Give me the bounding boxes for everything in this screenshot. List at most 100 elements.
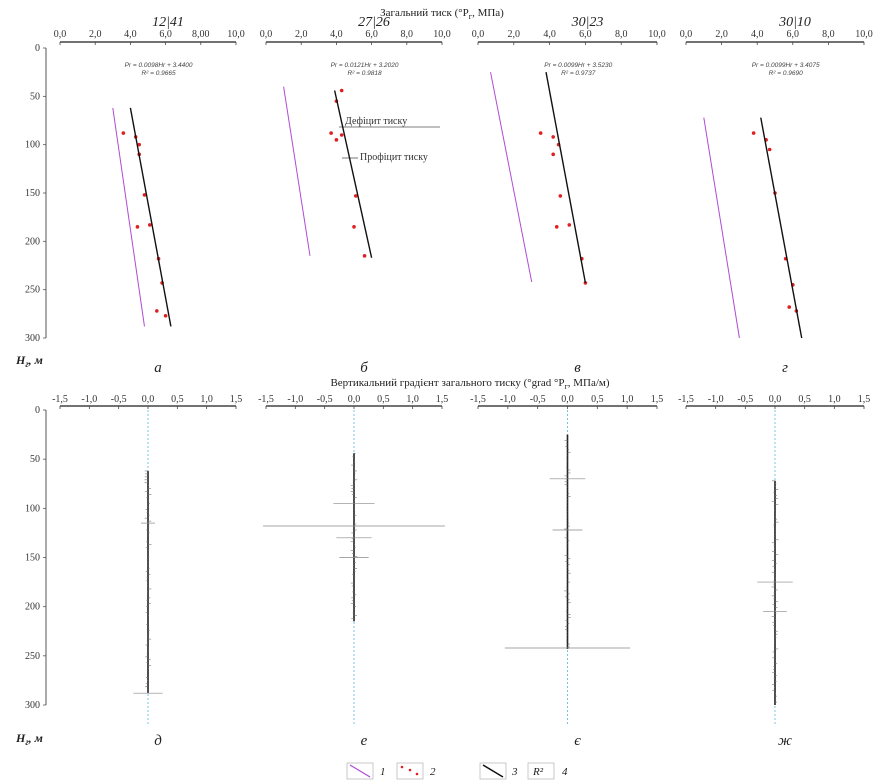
x-tick-label: 0,5	[171, 394, 184, 405]
x-tick-label: -1,0	[81, 394, 97, 405]
x-tick-label: 0,0	[142, 394, 155, 405]
x-tick-label: 0,0	[561, 394, 574, 405]
x-tick-label: 6,0	[365, 29, 378, 40]
x-tick-label: 6,0	[159, 29, 172, 40]
panel-4: 0,0 2,0 4,0 6,0 8,0 10,0 г 30|10 Pr = 0.0099Hr +…	[680, 15, 873, 376]
x-tick-label: 0,0	[472, 29, 485, 40]
panel-3: 0,0 2,0 4,0 6,0 8,0 10,0 в 30|23 Pr = 0.0099Hr +…	[472, 15, 666, 376]
trend-equation: Pr = 0.0099Hr + 3.4075	[752, 62, 820, 69]
measured-point	[329, 131, 333, 135]
measured-point	[362, 254, 367, 258]
panel-letter: б	[360, 360, 368, 376]
x-tick-label: -0,5	[317, 394, 333, 405]
measured-point	[339, 88, 344, 93]
trend-equation: Pr = 0.0121Hr + 3.2020	[331, 62, 399, 69]
x-tick-label: 2,0	[295, 29, 308, 40]
y-tick-label: 250	[25, 651, 40, 662]
y-tick-label: 50	[30, 91, 40, 102]
hydrostatic-line	[112, 107, 145, 327]
x-tick-label: 1,0	[621, 394, 634, 405]
measured-point	[551, 135, 555, 139]
x-tick-label: 2,0	[508, 29, 521, 40]
measured-point	[339, 133, 344, 137]
r-squared-label: R² = 0.9665	[141, 70, 176, 77]
x-tick-label: 0,5	[798, 394, 811, 405]
x-tick-label: 0,0	[260, 29, 273, 40]
well-label: 30|23	[571, 15, 604, 30]
x-tick-label: 1,5	[230, 394, 243, 405]
well-label: 12|41	[152, 15, 184, 30]
measured-point	[583, 281, 588, 285]
trend-equation: Pr = 0.0098Hr + 3.4400	[125, 62, 193, 69]
x-tick-label: 1,5	[436, 394, 449, 405]
measured-point	[551, 152, 555, 157]
measured-point	[767, 147, 772, 152]
x-tick-label: 6,0	[579, 29, 592, 40]
depth-axis-label-top: Hг, м	[15, 353, 43, 369]
x-tick-label: 4,0	[124, 29, 137, 40]
panel-letter: г	[782, 360, 788, 376]
measured-point	[147, 223, 152, 227]
x-tick-label: 4,0	[751, 29, 764, 40]
y-tick-label: 200	[25, 236, 40, 247]
r-squared-label: R² = 0.9818	[347, 70, 382, 77]
trend-line	[760, 117, 803, 339]
legend: 1 2 3 R² 4	[346, 762, 568, 780]
bottom-title: Вертикальний градієнт загального тиску (…	[330, 377, 609, 391]
hydrostatic-line	[703, 117, 740, 339]
x-tick-label: -0,5	[111, 394, 127, 405]
well-label: 27|26	[358, 15, 390, 30]
measured-point	[163, 313, 168, 318]
trend-line	[129, 107, 172, 327]
x-tick-label: 4,0	[543, 29, 556, 40]
legend-item-1-number: 1	[380, 766, 386, 778]
panels-group: 0,0 2,0 4,0 6,0 8,00 10,0050100150200250300а1…	[25, 15, 873, 749]
measured-point	[334, 138, 339, 142]
r-squared-label: R² = 0.9690	[769, 70, 804, 77]
y-tick-label: 100	[25, 503, 40, 514]
panel-letter: а	[154, 360, 162, 376]
legend-item-4-box	[527, 762, 555, 780]
trend-line	[333, 90, 373, 258]
x-tick-label: 0,0	[348, 394, 361, 405]
x-tick-label: 10,0	[648, 29, 666, 40]
x-tick-label: -0,5	[530, 394, 546, 405]
measured-point	[121, 131, 126, 135]
y-tick-label: 0	[35, 43, 40, 54]
x-tick-label: -1,0	[287, 394, 303, 405]
x-tick-label: -0,5	[737, 394, 753, 405]
hydrostatic-line	[490, 72, 533, 283]
top-title: Загальний тиск (°Pг, МПа)	[380, 7, 504, 21]
well-label: 30|10	[778, 15, 811, 30]
y-tick-label: 150	[25, 553, 40, 564]
measured-point	[538, 131, 543, 135]
y-tick-label: 250	[25, 285, 40, 296]
r-squared-box-icon: R²	[532, 766, 544, 778]
legend-item-3-number: 3	[511, 766, 518, 778]
depth-axis-label-bottom: Hг, м	[15, 731, 43, 747]
x-tick-label: 1,0	[406, 394, 419, 405]
panel-letter: в	[574, 360, 581, 376]
x-tick-label: 4,0	[330, 29, 343, 40]
x-tick-label: -1,0	[708, 394, 724, 405]
x-tick-label: 0,0	[680, 29, 693, 40]
r-squared-label: R² = 0.9737	[561, 70, 596, 77]
panel-5: -1,5 -1,0 -0,5 0,0 0,5 1,0 1,5 0 50 100 150 200 250 3…	[25, 394, 242, 749]
panel-letter: ж	[778, 733, 792, 749]
hydrostatic-line	[283, 86, 311, 256]
x-tick-label: 8,00	[192, 29, 210, 40]
x-tick-label: 10,0	[855, 29, 873, 40]
x-tick-label: 8,0	[822, 29, 835, 40]
panel-1: 0,0 2,0 4,0 6,0 8,00 10,0 0 50 100 150 200 250 300 а 1…	[25, 15, 245, 376]
x-tick-label: -1,5	[678, 394, 694, 405]
x-tick-label: 1,5	[651, 394, 664, 405]
measured-point	[353, 194, 358, 198]
x-tick-label: 1,0	[200, 394, 213, 405]
y-tick-label: 0	[35, 405, 40, 416]
legend-item-2-box	[396, 762, 424, 780]
trend-equation: Pr = 0.0099Hr + 3.5230	[544, 62, 612, 69]
panel-letter: д	[154, 733, 162, 749]
x-tick-label: 2,0	[715, 29, 728, 40]
measured-point	[352, 225, 356, 229]
